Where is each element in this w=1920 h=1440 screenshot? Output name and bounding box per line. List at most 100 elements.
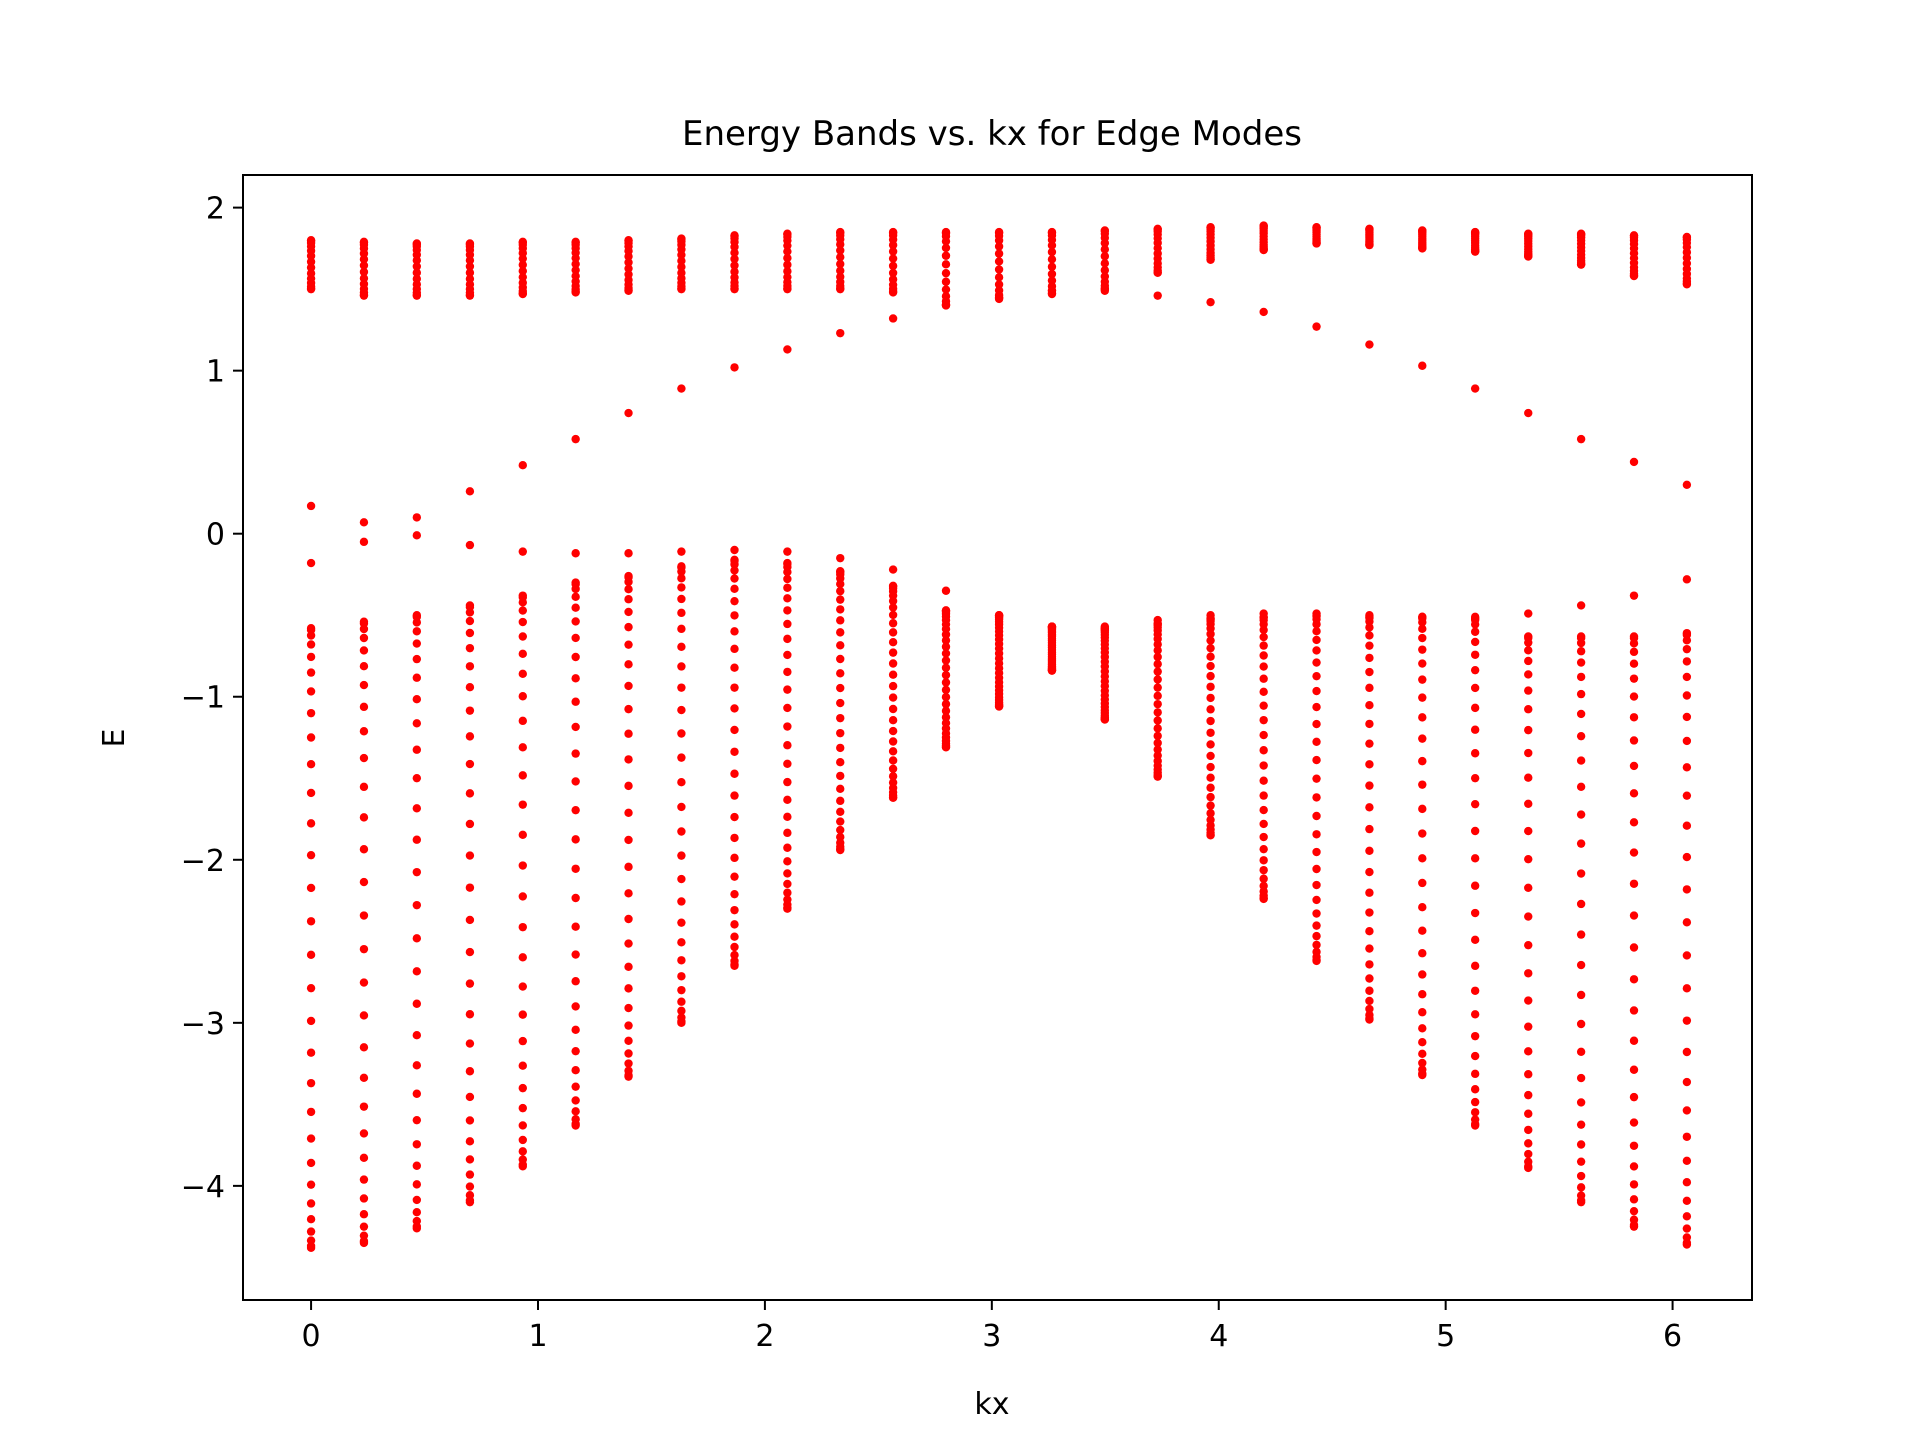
lower-band-point bbox=[1682, 1196, 1692, 1206]
edge-mode-point bbox=[412, 531, 422, 540]
lower-band-point bbox=[1682, 1156, 1692, 1166]
lower-band-point bbox=[677, 1013, 686, 1022]
lower-band-point bbox=[1312, 847, 1321, 857]
lower-band-point bbox=[412, 1030, 422, 1040]
lower-band-point bbox=[730, 574, 739, 583]
lower-band-point bbox=[888, 619, 898, 628]
lower-band-point bbox=[412, 967, 422, 976]
lower-band-point bbox=[306, 1227, 316, 1236]
lower-band-point bbox=[1470, 1051, 1480, 1061]
upper-band-point bbox=[359, 237, 369, 247]
lower-band-point bbox=[677, 874, 686, 884]
upper-band-point bbox=[783, 253, 792, 263]
edge-mode-point bbox=[836, 553, 845, 563]
lower-band-point bbox=[1206, 716, 1215, 726]
lower-band-point bbox=[1418, 756, 1427, 766]
upper-band-point bbox=[783, 272, 792, 282]
lower-band-point bbox=[465, 915, 475, 925]
upper-band-point bbox=[412, 239, 422, 248]
upper-band-point bbox=[1259, 221, 1268, 230]
lower-band-point bbox=[1576, 1157, 1586, 1166]
lower-band-point bbox=[1418, 734, 1427, 743]
lower-band-point bbox=[465, 1067, 475, 1076]
edge-mode-point bbox=[783, 345, 792, 354]
y-tick-label: 2 bbox=[206, 192, 225, 227]
lower-band-point bbox=[1629, 761, 1639, 771]
lower-band-point bbox=[783, 895, 792, 904]
plot-frame bbox=[242, 174, 1753, 1301]
upper-band-point bbox=[1153, 224, 1162, 234]
lower-band-point bbox=[888, 648, 898, 657]
lower-band-point bbox=[677, 705, 686, 715]
lower-band-point bbox=[1470, 683, 1480, 693]
lower-band-point bbox=[1682, 1077, 1692, 1087]
lower-band-point bbox=[1418, 624, 1427, 634]
lower-band-point bbox=[1206, 728, 1215, 737]
lower-band-point bbox=[571, 652, 580, 662]
lower-band-point bbox=[571, 1025, 580, 1035]
lower-band-point bbox=[306, 819, 316, 828]
lower-band-point bbox=[1682, 736, 1692, 746]
lower-band-point bbox=[571, 1096, 580, 1105]
lower-band-point bbox=[359, 1043, 369, 1052]
lower-band-point bbox=[571, 1107, 580, 1116]
upper-band-point bbox=[836, 272, 845, 282]
lower-band-point bbox=[571, 950, 580, 959]
lower-band-point bbox=[1206, 740, 1215, 749]
lower-band-point bbox=[465, 947, 475, 957]
lower-band-point bbox=[1524, 686, 1533, 695]
lower-band-point bbox=[359, 1222, 369, 1231]
upper-band-point bbox=[730, 248, 739, 257]
lower-band-point bbox=[1470, 637, 1480, 647]
lower-band-point bbox=[518, 1135, 527, 1145]
lower-band-point bbox=[1682, 1178, 1692, 1187]
lower-band-point bbox=[571, 805, 580, 815]
lower-band-point bbox=[306, 624, 316, 633]
lower-band-point bbox=[306, 1134, 316, 1143]
lower-band-point bbox=[1524, 725, 1533, 735]
lower-band-point bbox=[1682, 1016, 1692, 1025]
upper-band-point bbox=[412, 262, 422, 271]
lower-band-point bbox=[836, 616, 845, 625]
lower-band-point bbox=[1418, 1008, 1427, 1017]
lower-band-point bbox=[1259, 701, 1268, 710]
lower-band-point bbox=[1365, 667, 1374, 677]
upper-band-point bbox=[624, 270, 633, 279]
lower-band-point bbox=[836, 628, 845, 637]
lower-band-point bbox=[518, 1155, 527, 1164]
lower-band-point bbox=[941, 636, 951, 645]
lower-band-point bbox=[1470, 773, 1480, 783]
lower-band-point bbox=[1682, 984, 1692, 993]
lower-band-point bbox=[359, 727, 369, 736]
lower-band-point bbox=[1629, 659, 1639, 668]
lower-band-point bbox=[412, 1115, 422, 1125]
lower-band-point bbox=[1682, 691, 1692, 700]
lower-band-point bbox=[412, 639, 422, 648]
lower-band-point bbox=[465, 1092, 475, 1102]
lower-band-point bbox=[1629, 1065, 1639, 1074]
lower-band-point bbox=[677, 778, 686, 787]
edge-mode-point bbox=[1153, 291, 1162, 300]
lower-band-point bbox=[1365, 960, 1374, 969]
lower-band-point bbox=[359, 1175, 369, 1184]
upper-band-point bbox=[836, 246, 845, 255]
lower-band-point bbox=[1524, 1125, 1533, 1135]
lower-band-point bbox=[1629, 632, 1639, 641]
lower-band-point bbox=[1524, 646, 1533, 655]
upper-band-point bbox=[1047, 276, 1057, 285]
lower-band-point bbox=[1576, 1183, 1586, 1192]
lower-band-point bbox=[783, 574, 792, 584]
lower-band-point bbox=[677, 985, 686, 995]
lower-band-point bbox=[1365, 908, 1374, 917]
lower-band-point bbox=[518, 1103, 527, 1113]
lower-band-point bbox=[306, 1016, 316, 1026]
lower-band-point bbox=[1312, 671, 1321, 681]
lower-band-point bbox=[1259, 819, 1268, 829]
lower-band-point bbox=[1365, 631, 1374, 640]
lower-band-point bbox=[1365, 824, 1374, 834]
upper-band-point bbox=[941, 292, 951, 301]
edge-mode-point bbox=[359, 518, 369, 527]
lower-band-point bbox=[1418, 1049, 1427, 1059]
lower-band-point bbox=[941, 685, 951, 695]
